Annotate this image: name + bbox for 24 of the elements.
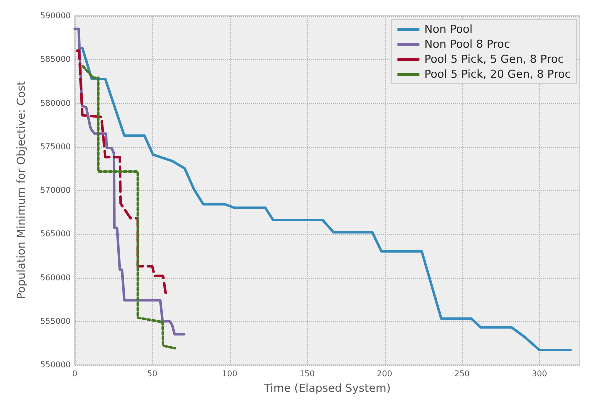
legend-label: Non Pool 8 Proc xyxy=(424,38,510,51)
line-series xyxy=(81,47,572,352)
x-tick-label: 100 xyxy=(222,370,238,379)
y-tick-label: 575000 xyxy=(40,142,71,152)
y-tick-label: 565000 xyxy=(40,230,71,239)
line-series xyxy=(82,65,176,350)
y-tick-label: 580000 xyxy=(40,98,71,108)
x-tick-label: 300 xyxy=(532,370,548,379)
legend-label: Pool 5 Pick, 20 Gen, 8 Proc xyxy=(424,68,572,81)
x-tick-label: 150 xyxy=(300,370,316,379)
y-tick-label: 570000 xyxy=(40,186,71,196)
y-tick-label: 550000 xyxy=(40,360,71,370)
legend-label: Non Pool xyxy=(424,23,473,36)
x-axis-title: Time (Elapsed System) xyxy=(263,382,391,395)
x-tick-label: 250 xyxy=(454,370,470,379)
x-tick-label: 0 xyxy=(72,370,78,379)
x-tick-label: 200 xyxy=(377,370,392,379)
y-axis-title: Population Minimum for Objective: Cost xyxy=(15,80,28,300)
y-tick-label: 590000 xyxy=(40,12,71,20)
legend-label: Pool 5 Pick, 5 Gen, 8 Proc xyxy=(424,53,564,66)
x-tick-label: 50 xyxy=(147,370,158,379)
y-tick-label: 555000 xyxy=(40,316,71,326)
y-tick-label: 560000 xyxy=(40,273,71,282)
y-tick-label: 585000 xyxy=(40,55,71,64)
